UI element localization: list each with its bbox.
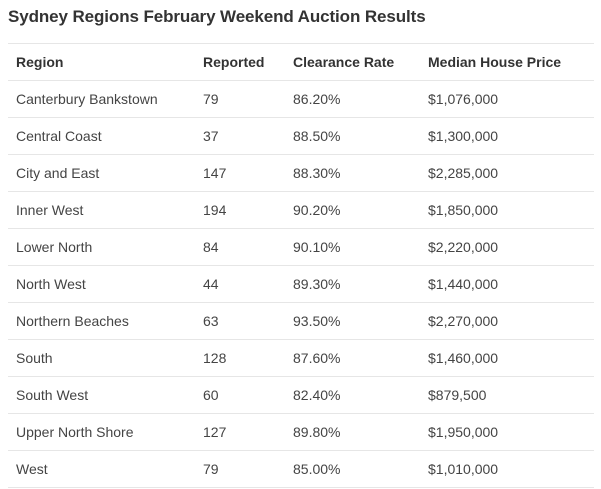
cell-reported: 147 [195, 154, 285, 192]
table-row: South West 60 82.40% $879,500 [8, 376, 594, 414]
page-title: Sydney Regions February Weekend Auction … [8, 7, 426, 26]
cell-median-house-price: $1,300,000 [420, 117, 594, 155]
auction-results-table: Region Reported Clearance Rate Median Ho… [8, 43, 594, 488]
cell-clearance-rate: 86.20% [285, 80, 420, 118]
cell-reported: 37 [195, 117, 285, 155]
cell-region: North West [8, 265, 195, 303]
cell-reported: 79 [195, 450, 285, 488]
cell-median-house-price: $1,440,000 [420, 265, 594, 303]
cell-median-house-price: $1,950,000 [420, 413, 594, 451]
table-row: City and East 147 88.30% $2,285,000 [8, 154, 594, 192]
table-row: Canterbury Bankstown 79 86.20% $1,076,000 [8, 80, 594, 118]
cell-clearance-rate: 89.80% [285, 413, 420, 451]
table-row: Central Coast 37 88.50% $1,300,000 [8, 117, 594, 155]
cell-clearance-rate: 90.20% [285, 191, 420, 229]
cell-clearance-rate: 88.30% [285, 154, 420, 192]
table-row: Lower North 84 90.10% $2,220,000 [8, 228, 594, 266]
cell-median-house-price: $1,010,000 [420, 450, 594, 488]
cell-clearance-rate: 82.40% [285, 376, 420, 414]
auction-results-table-container: Region Reported Clearance Rate Median Ho… [8, 43, 594, 488]
header-region: Region [8, 43, 195, 81]
cell-region: Northern Beaches [8, 302, 195, 340]
table-row: West 79 85.00% $1,010,000 [8, 450, 594, 488]
table-row: Inner West 194 90.20% $1,850,000 [8, 191, 594, 229]
table-row: North West 44 89.30% $1,440,000 [8, 265, 594, 303]
cell-median-house-price: $2,285,000 [420, 154, 594, 192]
header-clearance-rate: Clearance Rate [285, 43, 420, 81]
cell-region: Inner West [8, 191, 195, 229]
cell-clearance-rate: 89.30% [285, 265, 420, 303]
table-row: South 128 87.60% $1,460,000 [8, 339, 594, 377]
cell-clearance-rate: 87.60% [285, 339, 420, 377]
header-median-house-price: Median House Price [420, 43, 594, 81]
header-reported: Reported [195, 43, 285, 81]
cell-region: Central Coast [8, 117, 195, 155]
cell-region: Canterbury Bankstown [8, 80, 195, 118]
cell-clearance-rate: 90.10% [285, 228, 420, 266]
cell-region: West [8, 450, 195, 488]
cell-median-house-price: $879,500 [420, 376, 594, 414]
table-header-row: Region Reported Clearance Rate Median Ho… [8, 43, 594, 81]
cell-reported: 194 [195, 191, 285, 229]
table-row: Northern Beaches 63 93.50% $2,270,000 [8, 302, 594, 340]
cell-clearance-rate: 85.00% [285, 450, 420, 488]
cell-region: Lower North [8, 228, 195, 266]
cell-median-house-price: $2,220,000 [420, 228, 594, 266]
cell-reported: 44 [195, 265, 285, 303]
cell-clearance-rate: 88.50% [285, 117, 420, 155]
cell-median-house-price: $2,270,000 [420, 302, 594, 340]
cell-region: City and East [8, 154, 195, 192]
cell-clearance-rate: 93.50% [285, 302, 420, 340]
cell-median-house-price: $1,460,000 [420, 339, 594, 377]
cell-region: South West [8, 376, 195, 414]
cell-reported: 60 [195, 376, 285, 414]
cell-reported: 128 [195, 339, 285, 377]
table-row: Upper North Shore 127 89.80% $1,950,000 [8, 413, 594, 451]
cell-reported: 63 [195, 302, 285, 340]
cell-median-house-price: $1,076,000 [420, 80, 594, 118]
table-body: Canterbury Bankstown 79 86.20% $1,076,000 Ce… [8, 80, 594, 488]
cell-reported: 127 [195, 413, 285, 451]
cell-reported: 84 [195, 228, 285, 266]
cell-median-house-price: $1,850,000 [420, 191, 594, 229]
cell-reported: 79 [195, 80, 285, 118]
cell-region: Upper North Shore [8, 413, 195, 451]
cell-region: South [8, 339, 195, 377]
